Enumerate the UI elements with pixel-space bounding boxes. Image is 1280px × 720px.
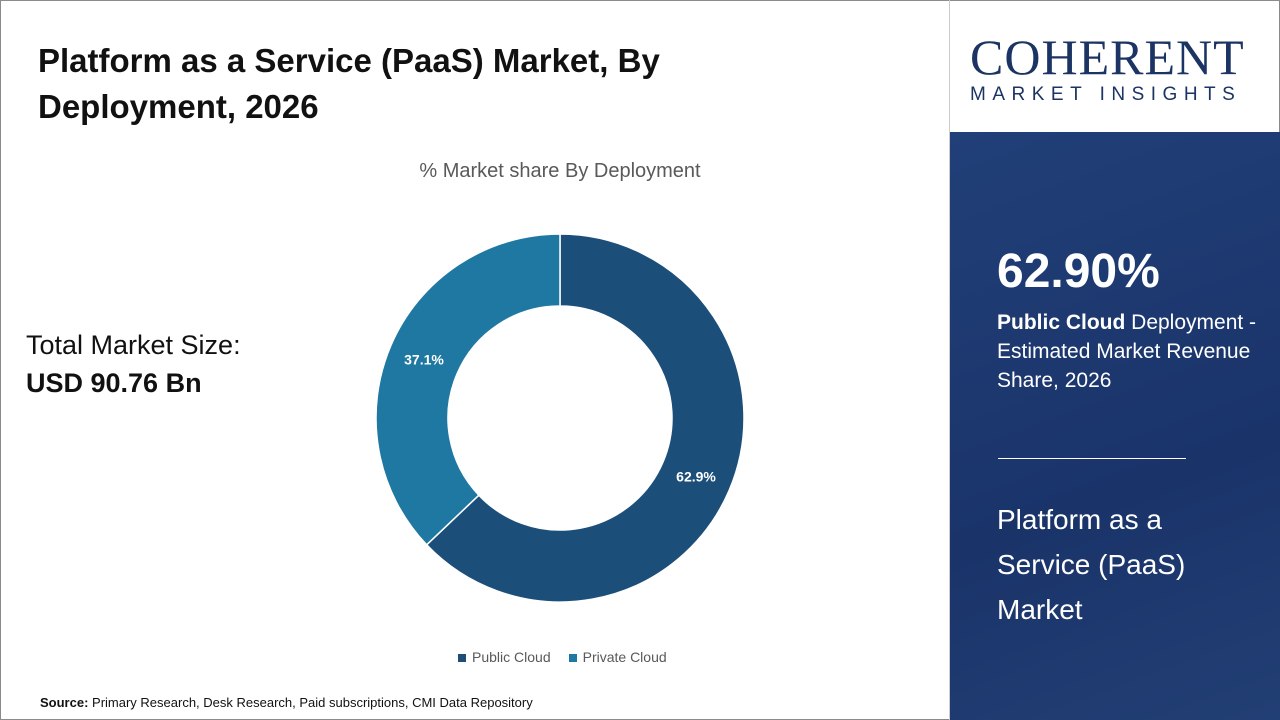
divider — [998, 458, 1186, 459]
donut-chart: 62.9% 37.1% — [375, 233, 745, 603]
legend-item-private: Private Cloud — [568, 649, 667, 665]
desc-bold: Public Cloud — [997, 311, 1126, 334]
desc-rest: Deployment - Estimated Market Revenue Sh… — [997, 311, 1257, 392]
legend-label: Public Cloud — [472, 649, 551, 665]
logo-tagline: MARKET INSIGHTS — [970, 84, 1242, 105]
legend: Public Cloud Private Cloud — [458, 649, 667, 665]
legend-swatch — [568, 654, 577, 662]
market-name: Platform as a Service (PaaS) Market — [997, 504, 1186, 625]
data-label: 62.9% — [676, 468, 716, 484]
slice-public-cloud — [425, 233, 745, 603]
side-panel: COHERENT MARKET INSIGHTS 62.90% Public Cl… — [949, 0, 1280, 720]
legend-item-public: Public Cloud — [458, 649, 551, 665]
logo: COHERENT MARKET INSIGHTS — [970, 32, 1270, 106]
highlight-panel: 62.90% Public Cloud Deployment - Estimat… — [950, 132, 1280, 720]
highlight-description: Public Cloud Deployment - Estimated Mark… — [997, 308, 1257, 395]
source-text: Primary Research, Desk Research, Paid su… — [88, 695, 533, 710]
source-label: Source: — [40, 695, 89, 710]
page-title: Platform as a Service (PaaS) Market, By … — [38, 42, 660, 125]
total-value: USD 90.76 Bn — [26, 368, 202, 398]
total-label: Total Market Size: — [26, 330, 241, 360]
highlight-percent: 62.90% — [997, 245, 1160, 298]
source-note: Source: Primary Research, Desk Research,… — [40, 695, 533, 710]
slice-private-cloud — [375, 233, 561, 546]
total-market-size: Total Market Size: USD 90.76 Bn — [26, 326, 241, 402]
data-label: 37.1% — [404, 352, 444, 368]
chart-title: % Market share By Deployment — [419, 160, 701, 182]
logo-name: COHERENT — [970, 29, 1245, 85]
legend-label: Private Cloud — [582, 649, 667, 665]
legend-swatch — [458, 654, 466, 662]
